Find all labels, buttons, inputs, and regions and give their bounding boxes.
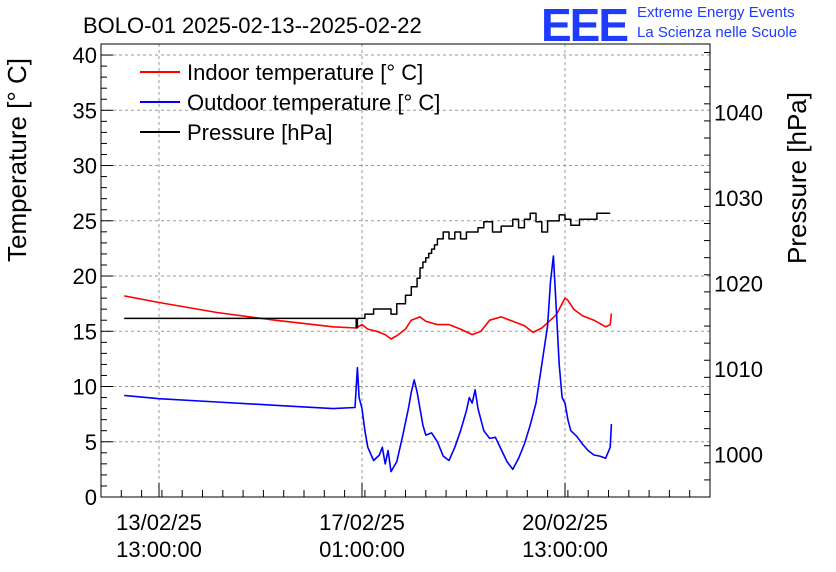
chart-title: BOLO-01 2025-02-13--2025-02-22 <box>83 13 422 38</box>
logo-line-1: Extreme Energy Events <box>637 4 795 21</box>
y-tick-label: 15 <box>73 319 97 344</box>
y-tick-label: 5 <box>85 430 97 455</box>
y2-tick-label: 1000 <box>714 442 763 467</box>
legend-label-3: Pressure [hPa] <box>187 120 333 145</box>
y-tick-label: 10 <box>73 375 97 400</box>
logo-line-2: La Scienza nelle Scuole <box>637 24 798 41</box>
y-axis-title: Temperature [° C] <box>2 58 32 262</box>
x-tick-label-time: 13:00:00 <box>522 537 608 562</box>
x-tick-label-date: 20/02/25 <box>522 510 608 535</box>
x-tick-label-time: 13:00:00 <box>116 537 202 562</box>
y2-tick-label: 1010 <box>714 357 763 382</box>
x-tick-label-date: 13/02/25 <box>116 510 202 535</box>
eee-logo: EEE <box>541 0 629 51</box>
y2-tick-label: 1040 <box>714 100 763 125</box>
legend-label-2: Outdoor temperature [° C] <box>187 90 440 115</box>
series-line-1 <box>124 295 613 340</box>
y2-axis-title: Pressure [hPa] <box>782 92 812 264</box>
y2-tick-label: 1020 <box>714 271 763 296</box>
y-tick-label: 25 <box>73 209 97 234</box>
y2-tick-label: 1030 <box>714 186 763 211</box>
y-tick-label: 40 <box>73 43 97 68</box>
x-tick-label-time: 01:00:00 <box>319 537 405 562</box>
x-tick-label-date: 17/02/25 <box>319 510 405 535</box>
y-tick-label: 20 <box>73 264 97 289</box>
y-tick-label: 35 <box>73 98 97 123</box>
y-tick-label: 0 <box>85 485 97 510</box>
series-line-3 <box>124 212 611 329</box>
series-line-2 <box>124 255 613 473</box>
y-tick-label: 30 <box>73 154 97 179</box>
legend-label-1: Indoor temperature [° C] <box>187 60 423 85</box>
